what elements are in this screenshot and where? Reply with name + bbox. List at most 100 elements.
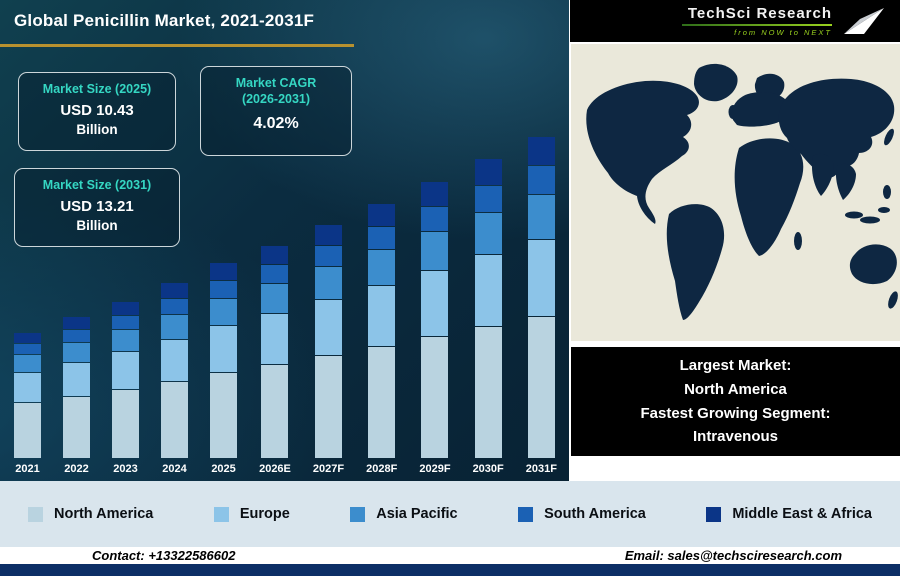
bar-segment-asia-pacific bbox=[315, 267, 342, 299]
bar-segment-asia-pacific bbox=[474, 213, 502, 254]
largest-market-caption: Largest Market: North America Fastest Grow… bbox=[571, 347, 900, 456]
bar-segment-asia-pacific bbox=[112, 330, 140, 351]
bar-segment-asia-pacific bbox=[14, 355, 41, 372]
bar-segment-asia-pacific bbox=[210, 299, 238, 325]
x-axis-label-2022: 2022 bbox=[64, 463, 89, 475]
bar-segment-asia-pacific bbox=[161, 315, 189, 339]
legend-swatch-south-america bbox=[518, 506, 534, 522]
footer: Contact: +13322586602 Email: sales@techs… bbox=[0, 547, 900, 564]
bar-segment-north-america bbox=[527, 317, 555, 458]
caption-line-3: Fastest Growing Segment: bbox=[640, 404, 831, 422]
bar-segment-south-america bbox=[210, 281, 238, 298]
bar-segment-europe bbox=[112, 352, 140, 389]
logo-text: TechSci Research from NOW to NEXT bbox=[682, 5, 832, 37]
market-size-2025-label: Market Size (2025) bbox=[42, 82, 152, 96]
bar-segment-north-america bbox=[210, 373, 238, 458]
bar-segment-north-america bbox=[112, 390, 140, 458]
bar-group-2024: 2024 bbox=[161, 283, 189, 475]
bar-group-2022: 2022 bbox=[63, 317, 91, 475]
bar-segment-south-america bbox=[527, 166, 555, 194]
bar-segment-middle-east-africa bbox=[421, 182, 449, 206]
market-cagr-value: 4.02% bbox=[253, 115, 299, 133]
bar-segment-europe bbox=[161, 340, 189, 381]
legend-swatch-asia-pacific bbox=[350, 506, 366, 522]
bar-segment-europe bbox=[210, 326, 238, 372]
legend-item-middle-east-africa: Middle East & Africa bbox=[706, 506, 872, 522]
page-title: Global Penicillin Market, 2021-2031F bbox=[14, 11, 315, 30]
bar-stack-2026E bbox=[261, 246, 289, 458]
bar-group-2025: 2025 bbox=[210, 263, 238, 475]
bar-chart: 2021 2022 2023 2024 2025 2026E 2027F 2028F 2029F… bbox=[14, 137, 557, 475]
market-cagr-box: Market CAGR (2026-2031) 4.02% bbox=[200, 66, 352, 156]
logo-arrow-icon bbox=[844, 8, 884, 34]
bar-segment-north-america bbox=[421, 337, 449, 458]
legend-swatch-middle-east-africa bbox=[706, 506, 722, 522]
x-axis-label-2026E: 2026E bbox=[259, 463, 291, 475]
bar-segment-europe bbox=[14, 373, 41, 402]
x-axis-label-2031F: 2031F bbox=[525, 463, 557, 475]
legend-label-asia-pacific: Asia Pacific bbox=[376, 506, 458, 522]
market-size-2025-value: USD 10.43 bbox=[60, 101, 134, 119]
bar-group-2023: 2023 bbox=[112, 302, 140, 475]
bar-group-2028F: 2028F bbox=[366, 204, 397, 475]
caption-line-2: North America bbox=[684, 380, 787, 398]
footer-contact: Contact: +13322586602 bbox=[92, 548, 236, 563]
bar-segment-north-america bbox=[474, 327, 502, 458]
bar-segment-south-america bbox=[14, 344, 41, 354]
bar-group-2027F: 2027F bbox=[313, 225, 344, 475]
bar-group-2026E: 2026E bbox=[259, 246, 291, 475]
bar-segment-north-america bbox=[63, 397, 91, 458]
bar-segment-middle-east-africa bbox=[368, 204, 396, 226]
bar-group-2021: 2021 bbox=[14, 333, 41, 475]
bar-segment-south-america bbox=[161, 299, 189, 314]
bar-segment-south-america bbox=[63, 330, 91, 342]
legend-item-south-america: South America bbox=[518, 506, 646, 522]
x-axis-label-2023: 2023 bbox=[113, 463, 138, 475]
bar-group-2029F: 2029F bbox=[419, 182, 451, 475]
bar-segment-asia-pacific bbox=[368, 250, 396, 285]
techsci-logo: TechSci Research from NOW to NEXT bbox=[570, 0, 900, 42]
bar-segment-europe bbox=[474, 255, 502, 326]
bar-segment-middle-east-africa bbox=[14, 333, 41, 343]
bar-segment-europe bbox=[421, 271, 449, 336]
x-axis-label-2024: 2024 bbox=[162, 463, 187, 475]
bar-segment-asia-pacific bbox=[421, 232, 449, 270]
market-size-2031-box: Market Size (2031) USD 13.21 Billion bbox=[14, 168, 180, 247]
x-axis-label-2030F: 2030F bbox=[472, 463, 504, 475]
bar-segment-middle-east-africa bbox=[315, 225, 342, 245]
market-size-2025-box: Market Size (2025) USD 10.43 Billion bbox=[18, 72, 176, 151]
footer-email: Email: sales@techsciresearch.com bbox=[624, 548, 842, 563]
market-size-2031-unit: Billion bbox=[76, 217, 118, 233]
market-size-2031-value: USD 13.21 bbox=[60, 197, 134, 215]
legend-item-europe: Europe bbox=[213, 506, 290, 522]
bar-segment-europe bbox=[368, 286, 396, 346]
bar-segment-middle-east-africa bbox=[112, 302, 140, 315]
bar-segment-south-america bbox=[368, 227, 396, 249]
world-map-panel bbox=[571, 44, 900, 341]
logo-green-line bbox=[682, 24, 832, 26]
bar-stack-2025 bbox=[210, 263, 238, 458]
bar-segment-europe bbox=[261, 314, 289, 364]
x-axis-label-2028F: 2028F bbox=[366, 463, 398, 475]
bar-stack-2031F bbox=[527, 137, 555, 458]
bar-group-2030F: 2030F bbox=[473, 159, 504, 475]
legend-label-europe: Europe bbox=[239, 506, 290, 522]
bar-segment-asia-pacific bbox=[63, 343, 91, 362]
bar-segment-north-america bbox=[161, 382, 189, 458]
bar-segment-north-america bbox=[261, 365, 289, 458]
bar-segment-middle-east-africa bbox=[474, 159, 502, 185]
bar-segment-europe bbox=[63, 363, 91, 396]
bar-segment-south-america bbox=[421, 207, 449, 231]
bar-segment-middle-east-africa bbox=[161, 283, 189, 298]
bar-segment-middle-east-africa bbox=[261, 246, 289, 264]
title-underline bbox=[0, 44, 354, 47]
bar-stack-2023 bbox=[112, 302, 140, 458]
bar-segment-south-america bbox=[315, 246, 342, 266]
logo-brand: TechSci Research bbox=[687, 5, 832, 22]
logo-tagline: from NOW to NEXT bbox=[734, 28, 832, 37]
bar-segment-south-america bbox=[474, 186, 502, 212]
bar-segment-europe bbox=[527, 240, 555, 316]
legend-label-middle-east-africa: Middle East & Africa bbox=[732, 506, 872, 522]
legend-item-north-america: North America bbox=[28, 506, 153, 522]
